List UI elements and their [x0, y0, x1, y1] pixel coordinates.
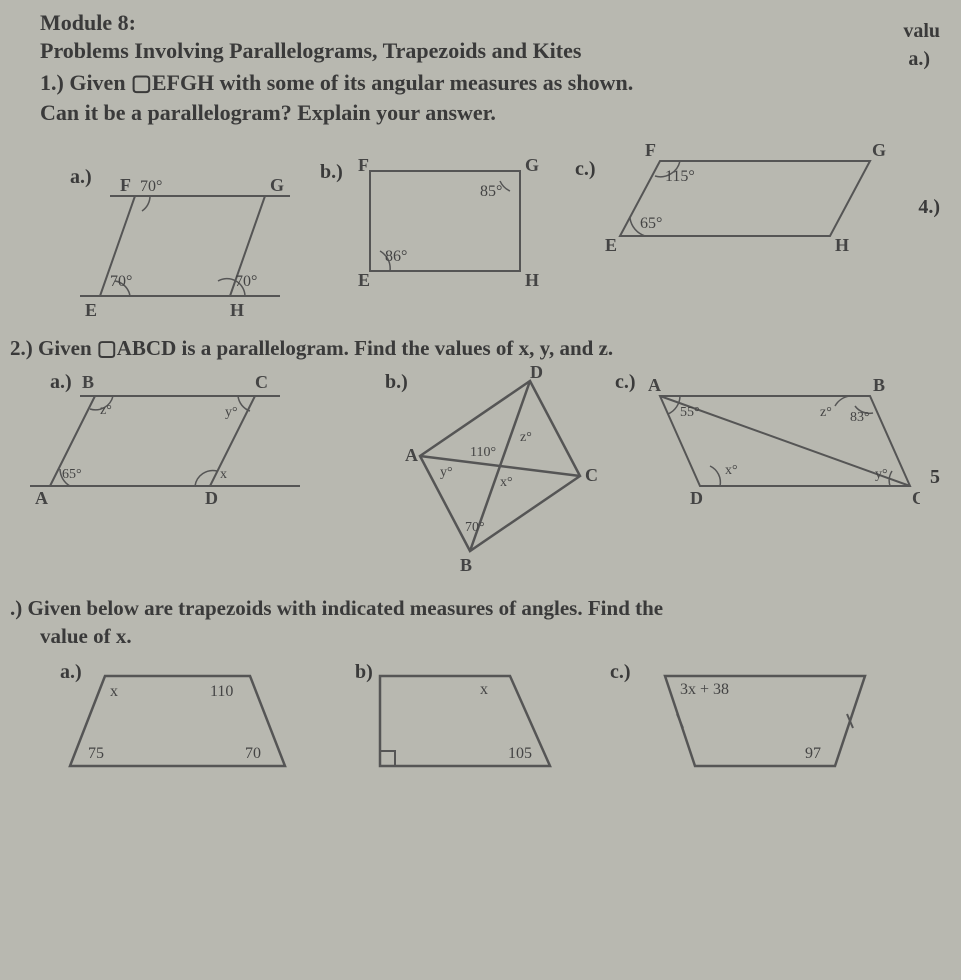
svg-text:z°: z°	[820, 405, 832, 420]
margin-text-a: a.)	[908, 48, 930, 71]
svg-text:A: A	[405, 445, 418, 465]
module-title: Problems Involving Parallelograms, Trape…	[40, 38, 940, 64]
q3-text1: .) Given below are trapezoids with indic…	[10, 596, 663, 621]
svg-text:105: 105	[508, 745, 532, 762]
q2b-figure: z° 110° y° x° 70° A D C B	[370, 366, 610, 586]
q1-line1: 1.) Given ▢EFGH with some of its angular…	[40, 70, 940, 96]
margin-text-valu: valu	[903, 20, 940, 43]
svg-text:65°: 65°	[640, 215, 662, 232]
q2c-figure: 55° z° 83° x° y° A B D C	[630, 366, 920, 516]
q1c-label: c.)	[575, 158, 596, 181]
svg-text:110: 110	[210, 683, 233, 700]
svg-text:3x + 38: 3x + 38	[680, 681, 729, 698]
side-label-4: 4.)	[918, 196, 940, 219]
q1-line2: Can it be a parallelogram? Explain your …	[40, 100, 940, 126]
svg-text:E: E	[85, 300, 97, 320]
svg-text:x: x	[480, 681, 488, 698]
svg-text:A: A	[35, 488, 48, 508]
q3b-figure: x 105	[360, 656, 570, 796]
svg-text:B: B	[82, 372, 94, 392]
svg-text:x: x	[220, 467, 227, 482]
svg-text:H: H	[230, 300, 244, 320]
svg-text:83°: 83°	[850, 410, 870, 425]
side-label-5: 5	[930, 466, 940, 489]
svg-text:C: C	[912, 488, 920, 508]
svg-text:y°: y°	[440, 465, 453, 480]
svg-text:110°: 110°	[470, 445, 496, 460]
svg-text:70°: 70°	[110, 273, 132, 290]
svg-text:86°: 86°	[385, 248, 407, 265]
svg-text:97: 97	[805, 745, 821, 762]
svg-text:C: C	[585, 465, 598, 485]
module-label: Module 8:	[40, 10, 940, 36]
svg-text:x°: x°	[500, 475, 513, 490]
svg-text:z°: z°	[100, 403, 112, 418]
svg-text:G: G	[270, 175, 284, 195]
svg-text:A: A	[648, 375, 661, 395]
svg-text:75: 75	[88, 745, 104, 762]
svg-text:70°: 70°	[465, 520, 485, 535]
svg-text:E: E	[605, 235, 617, 255]
svg-text:115°: 115°	[665, 168, 695, 185]
svg-text:G: G	[525, 155, 539, 175]
svg-text:B: B	[460, 555, 472, 575]
svg-text:70°: 70°	[140, 178, 162, 195]
q1a-figure: 70° 70° 70° F G E H	[70, 156, 300, 326]
q3c-label: c.)	[610, 661, 631, 684]
svg-text:z°: z°	[520, 430, 532, 445]
svg-text:G: G	[872, 140, 886, 160]
svg-text:B: B	[873, 375, 885, 395]
q3a-figure: x 110 75 70	[60, 656, 300, 796]
svg-text:F: F	[645, 140, 656, 160]
svg-text:H: H	[525, 270, 539, 290]
svg-text:70°: 70°	[235, 273, 257, 290]
svg-text:H: H	[835, 235, 849, 255]
svg-text:y°: y°	[875, 467, 888, 482]
q2a-figure: z° y° 65° x B C A D	[20, 366, 310, 516]
svg-text:C: C	[255, 372, 268, 392]
q1c-figure: 115° 65° F G E H	[600, 136, 900, 276]
svg-text:x°: x°	[725, 463, 738, 478]
svg-text:y°: y°	[225, 405, 238, 420]
q3c-figure: 3x + 38 97	[635, 656, 895, 796]
svg-text:F: F	[120, 175, 131, 195]
svg-text:E: E	[358, 270, 370, 290]
q1b-figure: 85° 86° F G E H	[350, 151, 550, 301]
svg-text:55°: 55°	[680, 405, 700, 420]
svg-text:D: D	[690, 488, 703, 508]
svg-text:x: x	[110, 683, 118, 700]
svg-text:F: F	[358, 155, 369, 175]
svg-text:D: D	[530, 366, 543, 382]
q1b-label: b.)	[320, 161, 343, 184]
svg-text:70: 70	[245, 745, 261, 762]
q2-text: 2.) Given ▢ABCD is a parallelogram. Find…	[10, 336, 613, 361]
svg-text:65°: 65°	[62, 467, 82, 482]
q3-text2: value of x.	[40, 624, 132, 649]
svg-text:D: D	[205, 488, 218, 508]
svg-text:85°: 85°	[480, 183, 502, 200]
